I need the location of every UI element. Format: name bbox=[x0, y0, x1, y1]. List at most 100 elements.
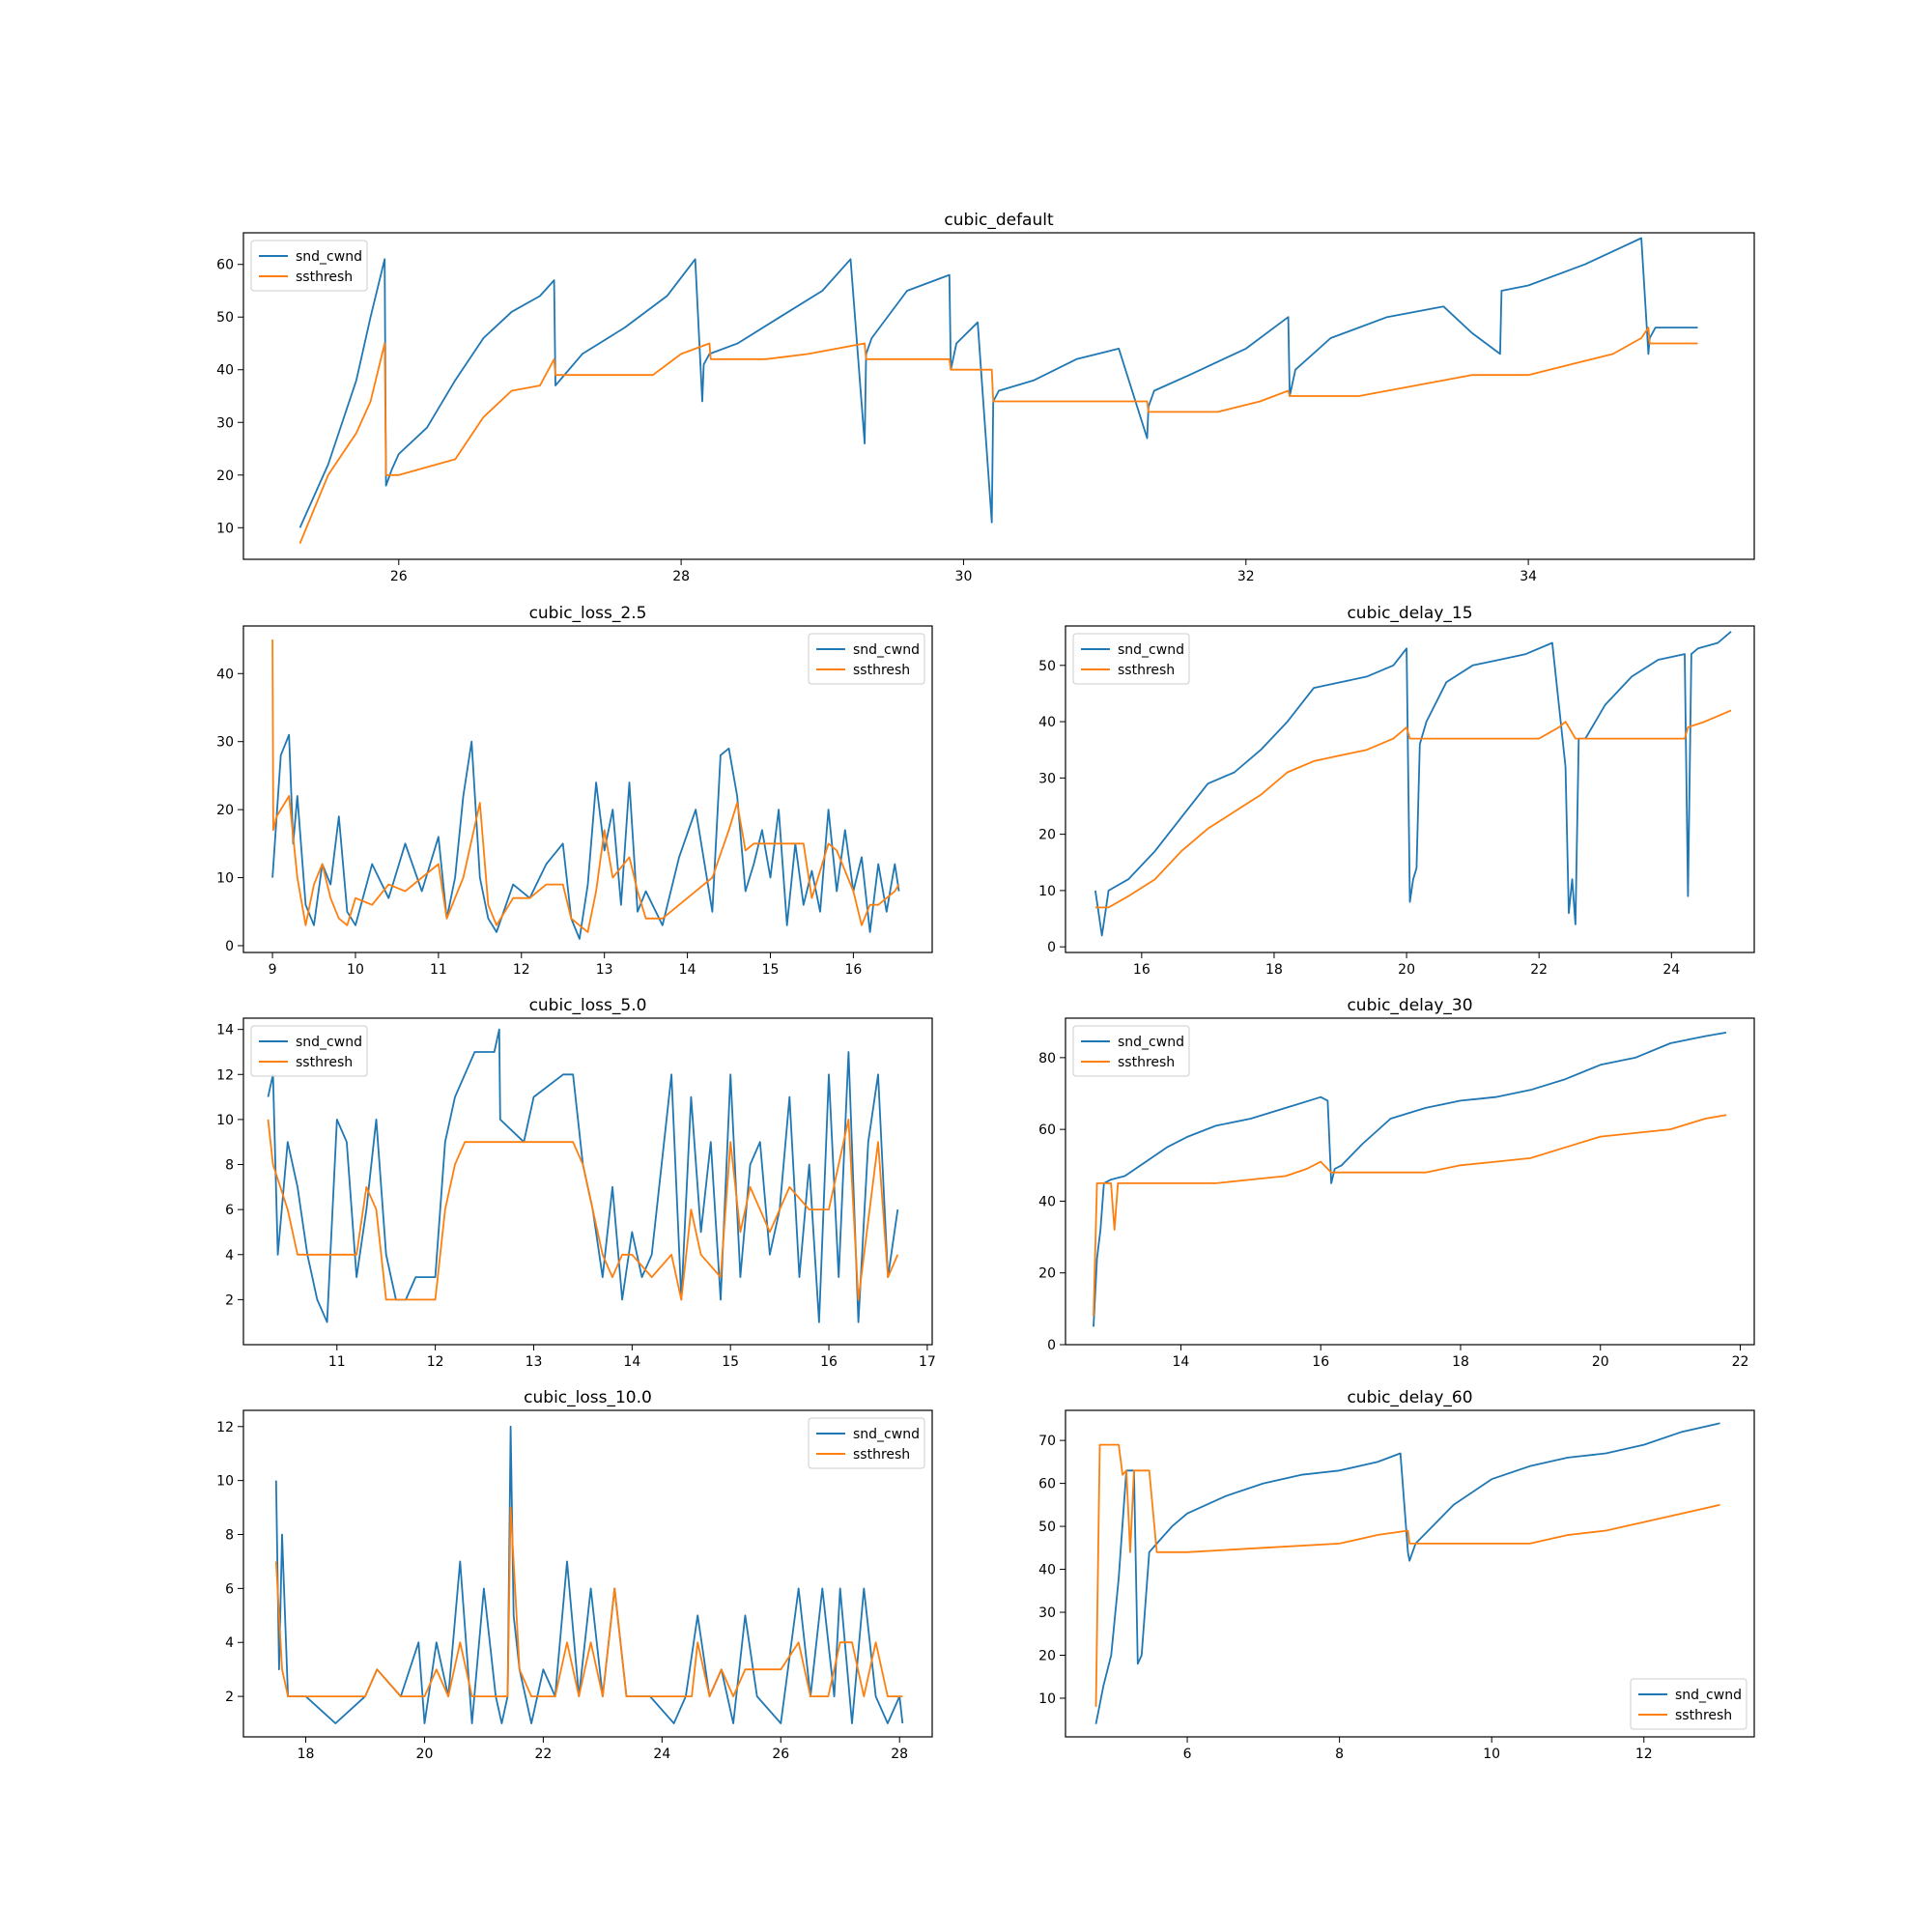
x-tick-label: 15 bbox=[762, 962, 780, 978]
y-tick-label: 60 bbox=[1038, 1122, 1056, 1138]
x-tick-label: 24 bbox=[1662, 962, 1680, 978]
legend-label-ssthresh: ssthresh bbox=[853, 1447, 910, 1463]
x-tick-label: 22 bbox=[534, 1747, 552, 1762]
chart-cubic_delay_60: 6 8 10 12 10 20 30 40 50 60 70 cubic_delay_60 snd_cw… bbox=[1038, 1388, 1755, 1762]
x-tick-label: 15 bbox=[722, 1354, 739, 1370]
x-tick-label: 26 bbox=[772, 1747, 789, 1762]
x-tick-label: 11 bbox=[430, 962, 447, 978]
legend-label-ssthresh: ssthresh bbox=[853, 663, 910, 678]
plot-frame bbox=[242, 625, 933, 953]
x-tick-label: 16 bbox=[1312, 1354, 1329, 1370]
y-tick-label: 80 bbox=[1038, 1051, 1056, 1066]
y-tick-label: 2 bbox=[225, 1690, 234, 1705]
y-tick-label: 30 bbox=[1038, 771, 1056, 786]
legend-label-snd_cwnd: snd_cwnd bbox=[1118, 642, 1184, 658]
y-tick-label: 20 bbox=[216, 803, 234, 818]
series-line-snd_cwnd bbox=[1093, 1032, 1727, 1327]
y-tick-label: 0 bbox=[1047, 940, 1056, 955]
x-tick-label: 20 bbox=[416, 1747, 434, 1762]
y-tick-label: 4 bbox=[225, 1635, 234, 1651]
series-line-snd_cwnd bbox=[274, 1425, 904, 1724]
chart-cubic_loss_10.0: 18 20 22 24 26 2824681012cubic_loss_10.0snd_c… bbox=[216, 1388, 933, 1762]
x-tick-label: 8 bbox=[1335, 1747, 1344, 1762]
series-line-ssthresh bbox=[1094, 709, 1732, 909]
legend-label-snd_cwnd: snd_cwnd bbox=[1118, 1035, 1184, 1050]
x-tick-label: 14 bbox=[679, 962, 696, 978]
y-tick-label: 20 bbox=[1038, 828, 1056, 843]
legend-box bbox=[250, 240, 368, 292]
x-tick-label: 32 bbox=[1237, 569, 1255, 584]
legend: snd_cwnd ssthresh bbox=[1072, 1025, 1190, 1077]
x-tick-label: 12 bbox=[427, 1354, 444, 1370]
y-tick-label: 40 bbox=[1038, 1194, 1056, 1209]
x-tick-label: 6 bbox=[1183, 1747, 1192, 1762]
chart-title: cubic_loss_2.5 bbox=[529, 604, 647, 623]
legend-box bbox=[1072, 1025, 1190, 1077]
x-tick-label: 20 bbox=[1592, 1354, 1609, 1370]
legend: snd_cwnd ssthresh bbox=[808, 1417, 925, 1469]
x-tick-label: 12 bbox=[1635, 1747, 1653, 1762]
legend: snd_cwnd ssthresh bbox=[1072, 633, 1190, 685]
legend-box bbox=[808, 1417, 925, 1469]
legend-label-snd_cwnd: snd_cwnd bbox=[853, 642, 920, 658]
y-tick-label: 50 bbox=[1038, 659, 1056, 674]
y-tick-label: 4 bbox=[225, 1248, 234, 1264]
plot-frame bbox=[1065, 1017, 1755, 1346]
x-tick-label: 13 bbox=[526, 1354, 543, 1370]
y-tick-label: 0 bbox=[1047, 1338, 1056, 1353]
series-line-ssthresh bbox=[271, 639, 900, 933]
y-tick-label: 2 bbox=[225, 1293, 234, 1308]
series-line-ssthresh bbox=[267, 1119, 899, 1301]
y-tick-label: 12 bbox=[216, 1420, 234, 1435]
y-tick-label: 6 bbox=[225, 1203, 234, 1218]
x-tick-label: 16 bbox=[1133, 962, 1151, 978]
legend-box bbox=[1630, 1678, 1747, 1730]
x-tick-label: 16 bbox=[820, 1354, 838, 1370]
x-tick-label: 14 bbox=[623, 1354, 640, 1370]
x-tick-label: 26 bbox=[390, 569, 408, 584]
chart-title: cubic_delay_15 bbox=[1347, 604, 1472, 623]
x-tick-label: 17 bbox=[919, 1354, 936, 1370]
legend: snd_cwnd ssthresh bbox=[1630, 1678, 1747, 1730]
chart-cubic_loss_5.0: 11 12 13 14 15 16 17 2 4 6 8 10 12 14 cubic_loss_5.0sn… bbox=[216, 996, 936, 1370]
y-tick-label: 10 bbox=[216, 1474, 234, 1490]
x-tick-label: 18 bbox=[1265, 962, 1283, 978]
x-tick-label: 12 bbox=[513, 962, 530, 978]
chart-title: cubic_loss_5.0 bbox=[529, 996, 647, 1015]
x-tick-label: 30 bbox=[955, 569, 973, 584]
x-tick-label: 10 bbox=[1483, 1747, 1500, 1762]
x-tick-label: 14 bbox=[1173, 1354, 1190, 1370]
series-line-ssthresh bbox=[274, 1506, 903, 1697]
legend-label-ssthresh: ssthresh bbox=[296, 1055, 353, 1070]
series-line-ssthresh bbox=[1093, 1114, 1727, 1317]
legend-label-ssthresh: ssthresh bbox=[296, 270, 353, 285]
x-tick-label: 22 bbox=[1732, 1354, 1749, 1370]
legend-label-snd_cwnd: snd_cwnd bbox=[296, 249, 362, 265]
y-tick-label: 0 bbox=[225, 939, 234, 954]
legend-box bbox=[808, 633, 925, 685]
y-tick-label: 10 bbox=[216, 521, 234, 536]
legend: snd_cwnd ssthresh bbox=[250, 240, 368, 292]
y-tick-label: 20 bbox=[216, 469, 234, 484]
legend-label-snd_cwnd: snd_cwnd bbox=[1675, 1688, 1742, 1703]
legend-label-snd_cwnd: snd_cwnd bbox=[853, 1427, 920, 1442]
chart-title: cubic_default bbox=[944, 211, 1054, 230]
legend: snd_cwnd ssthresh bbox=[808, 633, 925, 685]
x-tick-label: 11 bbox=[328, 1354, 346, 1370]
plot-frame bbox=[242, 1409, 933, 1738]
legend-label-snd_cwnd: snd_cwnd bbox=[296, 1035, 362, 1050]
plot-frame bbox=[242, 232, 1755, 560]
series-line-snd_cwnd bbox=[1094, 631, 1732, 937]
legend: snd_cwnd ssthresh bbox=[250, 1025, 368, 1077]
y-tick-label: 20 bbox=[1038, 1266, 1056, 1282]
legend-box bbox=[1072, 633, 1190, 685]
y-tick-label: 40 bbox=[1038, 1563, 1056, 1578]
x-tick-label: 20 bbox=[1398, 962, 1415, 978]
y-tick-label: 10 bbox=[1038, 884, 1056, 899]
series-line-snd_cwnd bbox=[271, 733, 900, 940]
y-tick-label: 10 bbox=[216, 871, 234, 887]
x-tick-label: 28 bbox=[891, 1747, 908, 1762]
y-tick-label: 6 bbox=[225, 1581, 234, 1597]
x-tick-label: 24 bbox=[653, 1747, 670, 1762]
